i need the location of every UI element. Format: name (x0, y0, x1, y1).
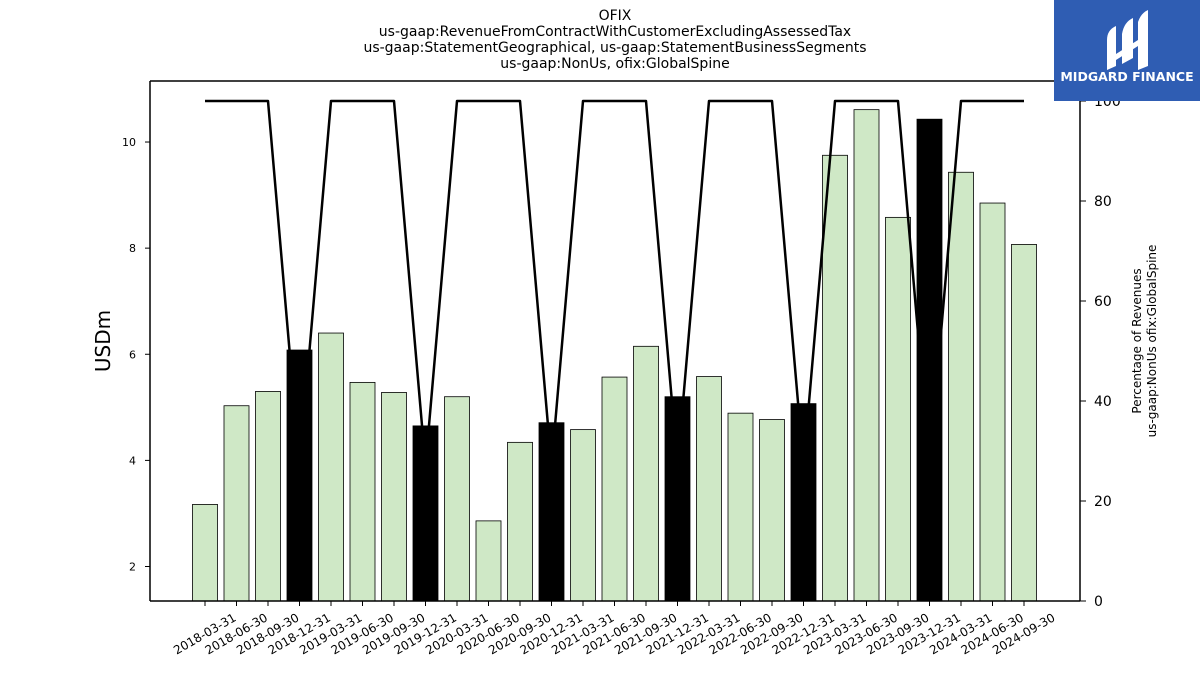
logo-text: MIDGARD FINANCE (1060, 69, 1193, 84)
bar (822, 154, 848, 602)
bar (853, 109, 880, 602)
bar-series (192, 109, 1037, 602)
percentage-line-series (205, 99, 1024, 468)
right-y-axis-label-line-1: Percentage of Revenues (1130, 268, 1144, 413)
bar (381, 392, 407, 602)
right-tick-label: 0 (1094, 594, 1103, 610)
chart-title-line: us-gaap:RevenueFromContractWithCustomerE… (379, 24, 851, 40)
right-y-axis-label: Percentage of Revenues us-gaap:NonUs ofi… (1130, 245, 1159, 438)
bar (948, 171, 974, 602)
y-axis-label: USDm (91, 310, 115, 372)
bar (601, 376, 628, 602)
bar (223, 405, 250, 602)
chart-title-line: us-gaap:StatementGeographical, us-gaap:S… (363, 40, 866, 56)
bar (349, 381, 376, 602)
right-tick-label: 20 (1094, 494, 1112, 510)
bar (286, 349, 313, 602)
right-y-axis-label-line-2: us-gaap:NonUs ofix:GlobalSpine (1145, 245, 1159, 438)
bar (507, 441, 533, 602)
x-axis-ticks: 2018-03-312018-06-302018-09-302018-12-31… (171, 601, 1058, 657)
bar (885, 216, 911, 602)
bar (790, 403, 817, 602)
bar (696, 376, 722, 602)
bar (538, 422, 565, 602)
left-tick-label: 10 (122, 136, 136, 149)
bar (1011, 244, 1037, 602)
bar (192, 504, 218, 602)
chart-title-line: us-gaap:NonUs, ofix:GlobalSpine (500, 56, 729, 72)
right-tick-label: 60 (1094, 294, 1112, 310)
left-tick-label: 2 (129, 561, 136, 574)
chart-title: OFIXus-gaap:RevenueFromContractWithCusto… (363, 8, 866, 72)
bar (979, 202, 1006, 602)
bar (633, 345, 659, 602)
right-tick-label: 80 (1094, 194, 1112, 210)
percentage-line (205, 99, 1024, 468)
bar (570, 429, 596, 602)
right-tick-label: 40 (1094, 394, 1112, 410)
left-tick-label: 6 (129, 348, 136, 361)
midgard-logo-icon (1107, 10, 1148, 70)
bar (475, 520, 502, 602)
bar (727, 412, 754, 602)
left-axis-ticks: 2 4 6 8 10 (122, 136, 150, 574)
left-tick-label: 8 (129, 242, 136, 255)
bar (664, 396, 691, 602)
left-tick-label: 4 (129, 454, 136, 467)
bar (255, 391, 281, 602)
bar (318, 332, 344, 602)
bar (759, 419, 785, 602)
bar (444, 396, 470, 602)
midgard-finance-logo: MIDGARD FINANCE (1054, 0, 1200, 101)
chart-title-line: OFIX (599, 8, 632, 24)
